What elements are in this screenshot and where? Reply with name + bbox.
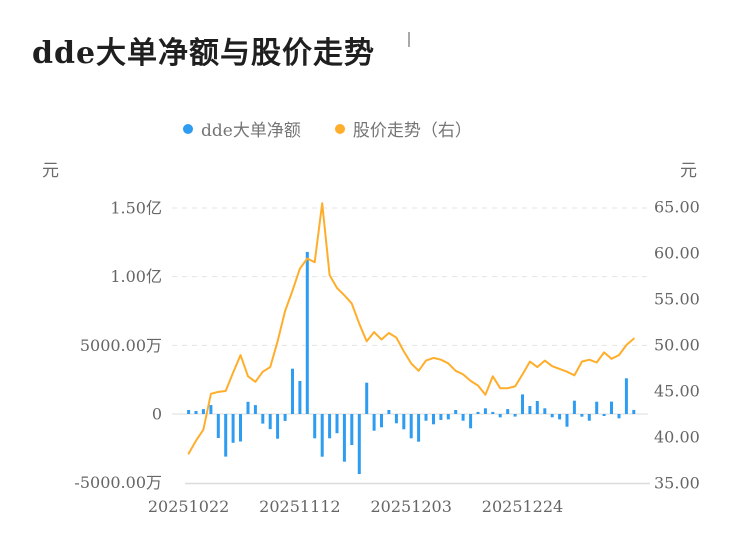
- net-amount-bar: [313, 414, 317, 439]
- net-amount-bar: [498, 414, 502, 418]
- net-amount-bar: [305, 251, 309, 414]
- net-amount-bar: [432, 414, 435, 425]
- net-amount-bar: [572, 400, 576, 414]
- net-amount-bar: [409, 414, 413, 439]
- net-amount-bar: [580, 414, 584, 417]
- y-axis-label-left: 1.00亿: [110, 267, 162, 286]
- net-amount-bar: [201, 409, 205, 414]
- legend: dde大单净额 股价走势（右）: [183, 116, 472, 141]
- net-amount-bar: [446, 414, 450, 420]
- net-amount-bar: [187, 410, 191, 414]
- net-amount-bar: [328, 414, 332, 439]
- net-amount-bar: [491, 411, 495, 414]
- net-amount-bar: [417, 414, 421, 442]
- x-axis-label: 20251224: [482, 497, 563, 516]
- net-amount-bar: [624, 378, 628, 414]
- net-amount-bar: [610, 401, 613, 414]
- net-amount-bar: [535, 401, 539, 414]
- x-axis-label: 20251203: [370, 497, 451, 516]
- net-amount-bar: [513, 414, 517, 417]
- net-amount-bar: [298, 381, 302, 414]
- net-amount-bar: [424, 414, 428, 421]
- net-amount-bar: [587, 414, 591, 421]
- legend-dot-orange-icon: [334, 123, 345, 134]
- net-amount-bar: [209, 405, 213, 414]
- net-amount-bar: [261, 414, 265, 424]
- net-amount-bar: [617, 414, 621, 419]
- net-amount-bar: [528, 406, 532, 414]
- net-amount-bar: [521, 394, 524, 414]
- right-axis-unit: 元: [680, 161, 697, 181]
- y-axis-label-left: 1.50亿: [110, 198, 162, 217]
- y-axis-label-left: -5000.00万: [74, 473, 162, 492]
- y-axis-label-right: 40.00: [654, 428, 700, 447]
- net-amount-bar: [394, 414, 398, 424]
- net-amount-bar: [550, 414, 554, 418]
- y-axis-label-left: 5000.00万: [80, 336, 162, 355]
- x-axis-label: 20251022: [148, 497, 229, 516]
- net-amount-bar: [558, 414, 562, 420]
- legend-item-price[interactable]: 股价走势（右）: [334, 116, 472, 141]
- legend-label-dde-net: dde大单净额: [201, 121, 301, 141]
- net-amount-bar: [595, 401, 599, 414]
- net-amount-bar: [461, 414, 465, 421]
- y-axis-label-right: 55.00: [654, 290, 700, 309]
- left-axis-unit: 元: [42, 161, 59, 181]
- net-amount-bar: [216, 414, 220, 438]
- net-amount-bar: [335, 414, 339, 434]
- y-axis-label-right: 50.00: [654, 336, 700, 355]
- net-amount-bar: [239, 414, 242, 442]
- net-amount-bar: [476, 411, 480, 414]
- net-amount-bar: [469, 414, 473, 429]
- net-amount-bar: [231, 414, 235, 443]
- net-amount-bar: [276, 414, 280, 439]
- y-axis-label-right: 65.00: [654, 198, 700, 217]
- net-amount-bar: [454, 410, 458, 414]
- net-amount-bar: [483, 408, 487, 414]
- price-line: [187, 202, 635, 455]
- net-amount-bar: [224, 414, 228, 457]
- net-amount-bar: [291, 368, 294, 414]
- net-amount-bar: [387, 410, 391, 414]
- y-axis-label-right: 45.00: [654, 382, 700, 401]
- net-amount-bar: [283, 414, 287, 421]
- net-amount-bar: [506, 409, 510, 414]
- legend-item-dde-net[interactable]: dde大单净额: [183, 116, 301, 141]
- y-axis-label-right: 60.00: [654, 244, 700, 263]
- net-amount-bar: [632, 409, 636, 414]
- net-amount-bar: [365, 382, 369, 414]
- title-caret-artifact: [408, 32, 410, 47]
- net-amount-bar: [380, 414, 383, 428]
- net-amount-bar: [350, 414, 354, 445]
- net-amount-bar: [372, 414, 376, 431]
- net-amount-bar: [543, 408, 547, 414]
- x-axis-label: 20251112: [259, 497, 340, 516]
- y-axis-label-left: 0: [152, 405, 162, 424]
- net-amount-bar: [402, 414, 406, 430]
- net-amount-bar: [246, 401, 250, 414]
- y-axis-label-right: 35.00: [654, 474, 700, 493]
- net-amount-bar: [253, 405, 257, 414]
- net-amount-bar: [194, 411, 198, 414]
- legend-dot-blue-icon: [183, 123, 193, 134]
- chart-title: dde大单净额与股价走势: [32, 36, 376, 71]
- net-amount-bar: [320, 414, 324, 457]
- net-amount-bar: [342, 414, 346, 462]
- net-amount-bar: [268, 414, 272, 430]
- legend-label-price: 股价走势（右）: [352, 121, 472, 141]
- net-amount-bar: [565, 414, 569, 427]
- net-amount-bar: [602, 414, 606, 416]
- net-amount-bar: [439, 414, 443, 420]
- net-amount-bar: [357, 414, 361, 474]
